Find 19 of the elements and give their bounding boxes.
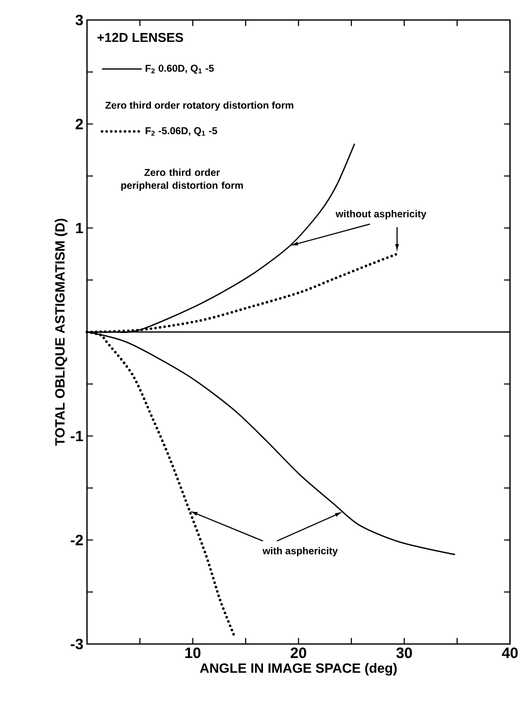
annotation: Zero third order rotatory distortion form [105, 101, 294, 111]
x-tick-label: 10 [185, 648, 200, 658]
annotation: Zero third order peripheral distortion form [121, 168, 243, 191]
annotation: without asphericity [336, 210, 426, 220]
annotation: with asphericity [262, 547, 338, 556]
y-tick-label: 2 [76, 118, 83, 130]
y-tick-label: -2 [70, 534, 83, 546]
y-tick-label: -1 [70, 430, 84, 442]
y-tick-label: -3 [70, 638, 83, 650]
legend-label: F$_{2}$ -5.06D, Q$_{1}$ -5 [146, 127, 218, 136]
y-tick-label: 3 [76, 14, 83, 26]
x-tick-label: 20 [290, 648, 306, 658]
y-tick-label: 1 [76, 222, 84, 234]
x-tick-label: 30 [396, 648, 412, 658]
text: +12D LENSES [97, 32, 184, 42]
x-axis-title: ANGLE IN IMAGE SPACE (deg) [200, 662, 397, 676]
x-tick-label: 40 [502, 648, 518, 658]
legend-label: F$_{2}$ 0.60D, Q$_{1}$ -5 [146, 64, 214, 74]
y-axis-title: TOTAL OBLIQUE ASTIGMATISM (D) [54, 218, 68, 446]
